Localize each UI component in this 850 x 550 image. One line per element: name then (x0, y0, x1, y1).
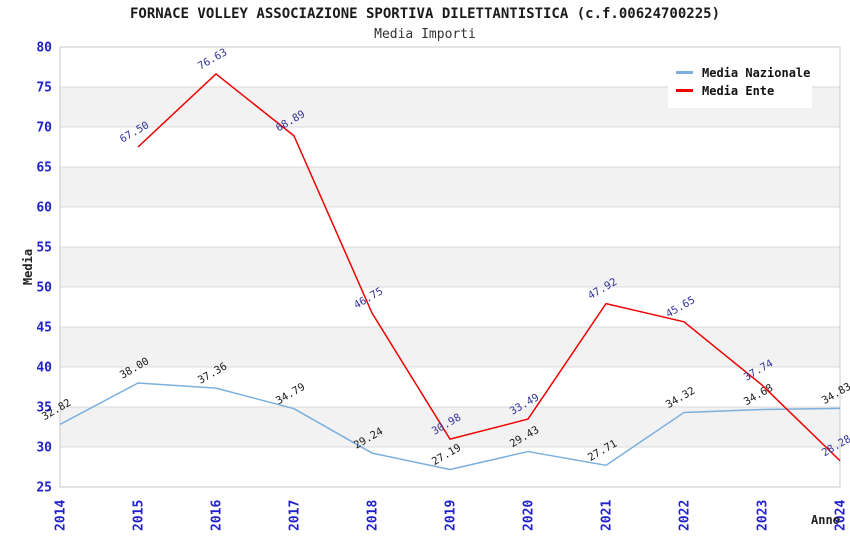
x-tick-labels: 2014 2015 2016 2017 2018 2019 2020 2021 2022 2023… (54, 500, 849, 531)
legend-item-media-ente: Media Ente (676, 83, 804, 98)
svg-text:76.63: 76.63 (196, 46, 229, 72)
svg-text:34.83: 34.83 (820, 381, 850, 407)
chart-subtitle: Media Importi (374, 27, 476, 42)
svg-text:2018: 2018 (366, 500, 381, 531)
legend-item-media-nazionale: Media Nazionale (676, 65, 810, 80)
legend: Media Nazionale Media Ente (668, 56, 812, 108)
series-media-nazionale (59, 382, 841, 471)
svg-text:45: 45 (36, 321, 52, 336)
legend-swatch-media-nazionale (676, 71, 693, 74)
x-axis-title: Anno (811, 513, 840, 527)
legend-label: Media Ente (702, 83, 775, 98)
legend-swatch-media-ente (676, 89, 693, 92)
svg-text:65: 65 (36, 161, 52, 176)
legend-label: Media Nazionale (702, 65, 811, 80)
svg-text:2014: 2014 (54, 500, 69, 531)
svg-text:2024: 2024 (834, 500, 849, 531)
svg-text:2020: 2020 (522, 500, 537, 531)
svg-text:30: 30 (36, 441, 52, 456)
y-axis-title: Media (21, 248, 35, 286)
svg-text:2023: 2023 (756, 500, 771, 531)
svg-text:2016: 2016 (210, 500, 225, 531)
svg-text:35: 35 (36, 401, 52, 416)
svg-text:60: 60 (36, 201, 52, 216)
svg-text:2019: 2019 (444, 500, 459, 531)
svg-text:34.79: 34.79 (274, 381, 307, 407)
svg-text:2021: 2021 (600, 500, 615, 531)
svg-text:80: 80 (36, 41, 52, 56)
svg-text:2022: 2022 (678, 500, 693, 531)
svg-text:2015: 2015 (132, 500, 147, 531)
svg-text:46.75: 46.75 (352, 285, 385, 311)
svg-text:2017: 2017 (288, 500, 303, 531)
chart-title: FORNACE VOLLEY ASSOCIAZIONE SPORTIVA DIL… (129, 6, 720, 22)
svg-text:34.68: 34.68 (742, 382, 775, 408)
svg-text:25: 25 (36, 481, 52, 496)
svg-text:45.65: 45.65 (664, 294, 697, 320)
svg-text:55: 55 (36, 241, 52, 256)
svg-text:50: 50 (36, 281, 52, 296)
svg-text:70: 70 (36, 121, 52, 136)
plot-bands (60, 87, 840, 447)
series-media-ente (137, 73, 841, 462)
y-tick-labels: 25 30 35 40 45 50 55 60 65 70 75 80 (36, 41, 52, 496)
svg-text:75: 75 (36, 81, 52, 96)
plot-frame (59, 46, 841, 488)
svg-text:40: 40 (36, 361, 52, 376)
